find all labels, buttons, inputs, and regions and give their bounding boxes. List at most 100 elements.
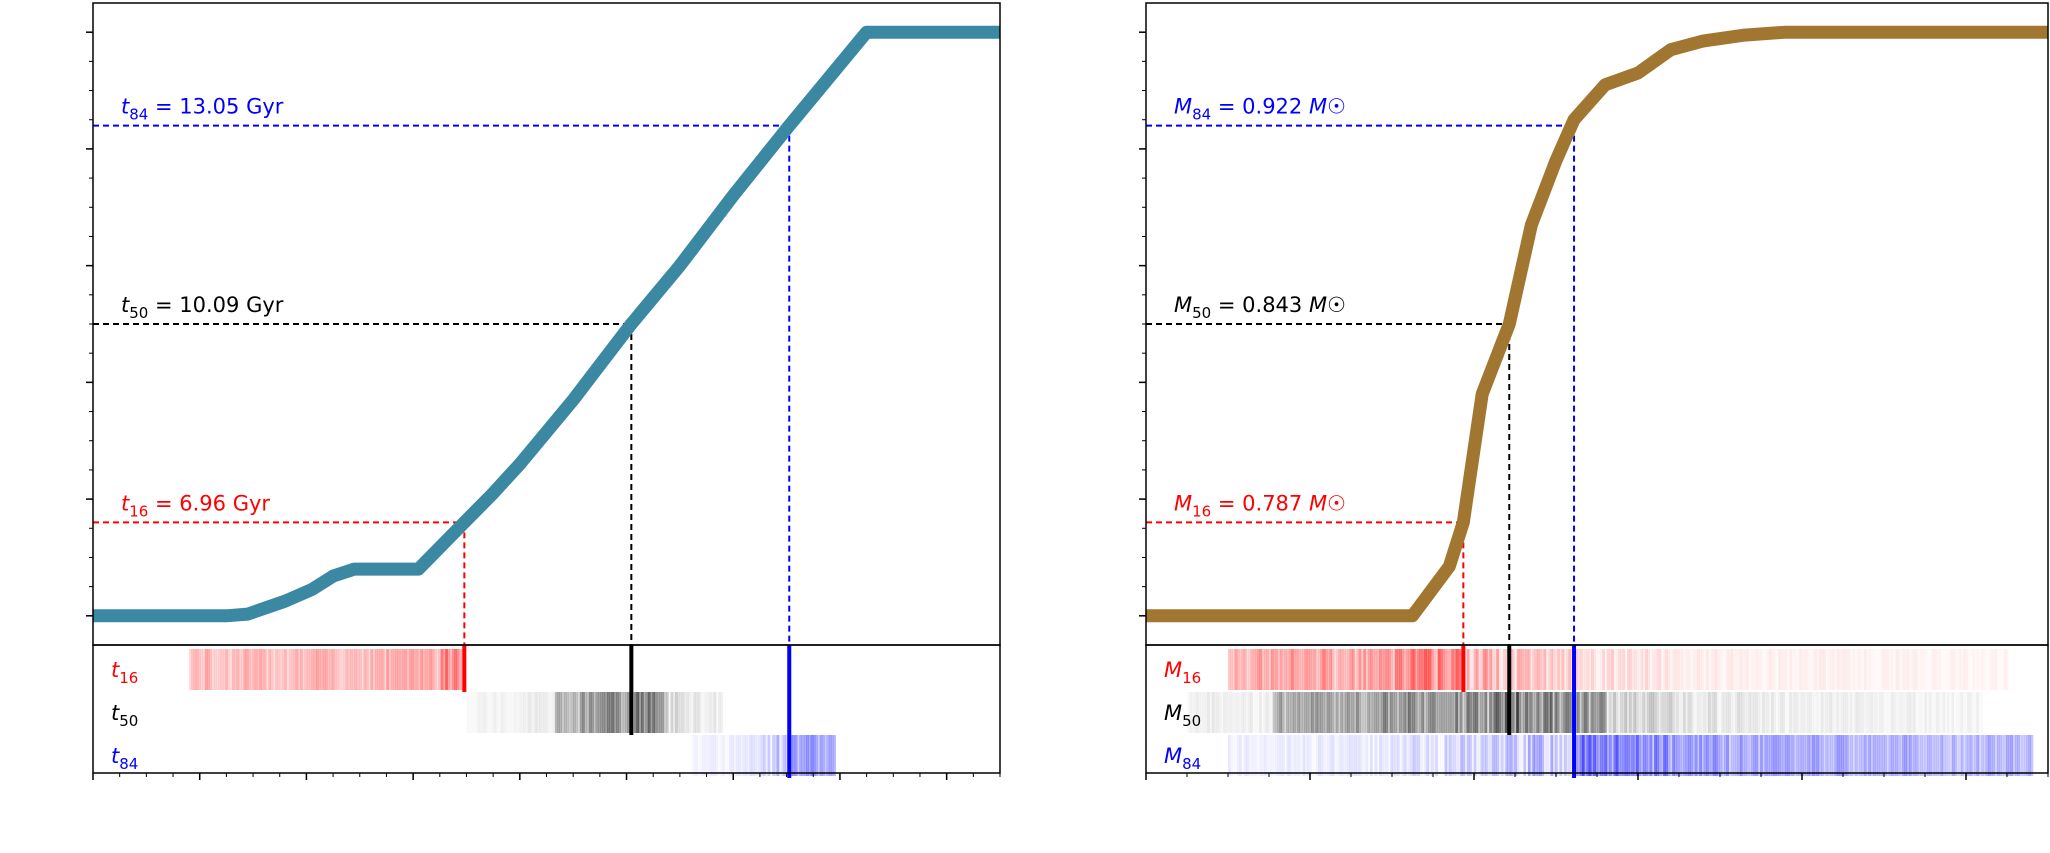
strip-mark — [1748, 692, 1752, 733]
strip-mark — [195, 649, 199, 690]
strip-mark — [1600, 649, 1603, 690]
strip-mark — [1496, 649, 1499, 690]
strip-mark — [1890, 735, 1894, 776]
strip-mark — [1444, 735, 1448, 776]
strip-mark — [704, 735, 707, 776]
strip-mark — [1981, 692, 1984, 733]
strip-mark — [388, 649, 392, 690]
strip-mark — [1681, 735, 1684, 776]
strip-mark — [1748, 735, 1752, 776]
strip-mark — [1586, 735, 1590, 776]
strip-mark — [1895, 649, 1899, 690]
strip-mark — [1325, 735, 1328, 776]
strip-mark — [1609, 735, 1612, 776]
strip-mark — [1937, 692, 1941, 733]
strip-mark — [1446, 692, 1449, 733]
strip-mark — [1918, 649, 1921, 690]
strip-mark — [1699, 649, 1702, 690]
strip-mark — [300, 649, 303, 690]
strip-mark — [1956, 692, 1959, 733]
strip-mark — [1978, 735, 1982, 776]
strip-mark — [1746, 735, 1750, 776]
strip-mark — [1789, 735, 1793, 776]
strip-mark — [1428, 735, 1432, 776]
strip-mark — [1749, 649, 1752, 690]
strip-mark — [1581, 692, 1585, 733]
strip-mark — [1938, 649, 1941, 690]
strip-mark — [438, 649, 442, 690]
strip-mark — [1987, 735, 1991, 776]
row-label-subscript: 50 — [119, 712, 138, 730]
strip-mark — [1884, 692, 1887, 733]
strip-mark — [1726, 735, 1729, 776]
strip-mark — [1835, 649, 1838, 690]
strip-mark — [1629, 735, 1632, 776]
strip-mark — [1994, 735, 1998, 776]
strip-mark — [1913, 649, 1917, 690]
strip-mark — [1856, 692, 1860, 733]
strip-mark — [1229, 692, 1233, 733]
strip-mark — [1344, 692, 1348, 733]
strip-mark — [1365, 649, 1369, 690]
strip-mark — [1976, 692, 1979, 733]
strip-mark — [1857, 735, 1860, 776]
strip-mark — [1284, 735, 1287, 776]
strip-mark — [223, 649, 226, 690]
strip-mark — [2003, 649, 2007, 690]
strip-mark — [803, 735, 807, 776]
label-t50: t50 = 10.09 Gyr — [121, 293, 284, 322]
strip-mark — [1762, 692, 1765, 733]
strip-mark — [758, 735, 762, 776]
strip-mark — [1365, 692, 1368, 733]
strip-mark — [243, 649, 247, 690]
strip-mark — [627, 692, 631, 733]
strip-mark — [1805, 649, 1808, 690]
strip-mark — [1358, 649, 1362, 690]
strip-mark — [1255, 692, 1258, 733]
strip-mark — [1620, 649, 1623, 690]
strip-mark — [1647, 735, 1650, 776]
strip-mark — [1757, 735, 1761, 776]
strip-mark — [1548, 735, 1551, 776]
strip-mark — [286, 649, 290, 690]
strip-mark — [347, 649, 351, 690]
strip-mark — [1631, 649, 1635, 690]
strip-mark — [1703, 692, 1706, 733]
strip-mark — [1746, 692, 1749, 733]
strip-mark — [1518, 692, 1522, 733]
strip-mark — [1859, 735, 1862, 776]
strip-mark — [570, 692, 574, 733]
strip-mark — [684, 692, 687, 733]
strip-mark — [1703, 735, 1707, 776]
strip-mark — [1419, 692, 1422, 733]
strip-row-M50 — [1189, 692, 1984, 733]
strip-mark — [1570, 692, 1573, 733]
strip-mark — [735, 735, 739, 776]
strip-mark — [1809, 735, 1813, 776]
strip-mark — [2021, 735, 2025, 776]
strip-mark — [817, 735, 821, 776]
strip-mark — [620, 692, 624, 733]
strip-mark — [1870, 735, 1874, 776]
strip-mark — [1645, 649, 1648, 690]
strip-mark — [1489, 649, 1493, 690]
strip-mark — [1717, 649, 1720, 690]
strip-mark — [498, 692, 501, 733]
strip-mark — [1268, 649, 1272, 690]
strip-mark — [1338, 692, 1341, 733]
strip-mark — [1927, 735, 1930, 776]
strip-mark — [1527, 735, 1531, 776]
strip-mark — [1782, 692, 1785, 733]
strip-mark — [1329, 649, 1333, 690]
strip-mark — [1241, 692, 1244, 733]
row-label-subscript: 16 — [119, 669, 138, 687]
strip-mark — [1877, 692, 1880, 733]
strip-mark — [1498, 735, 1502, 776]
strip-mark — [302, 649, 305, 690]
strip-mark — [1775, 735, 1779, 776]
strip-mark — [713, 692, 717, 733]
strip-mark — [1597, 692, 1600, 733]
strip-mark — [1401, 692, 1404, 733]
strip-mark — [216, 649, 219, 690]
strip-mark — [1755, 692, 1758, 733]
